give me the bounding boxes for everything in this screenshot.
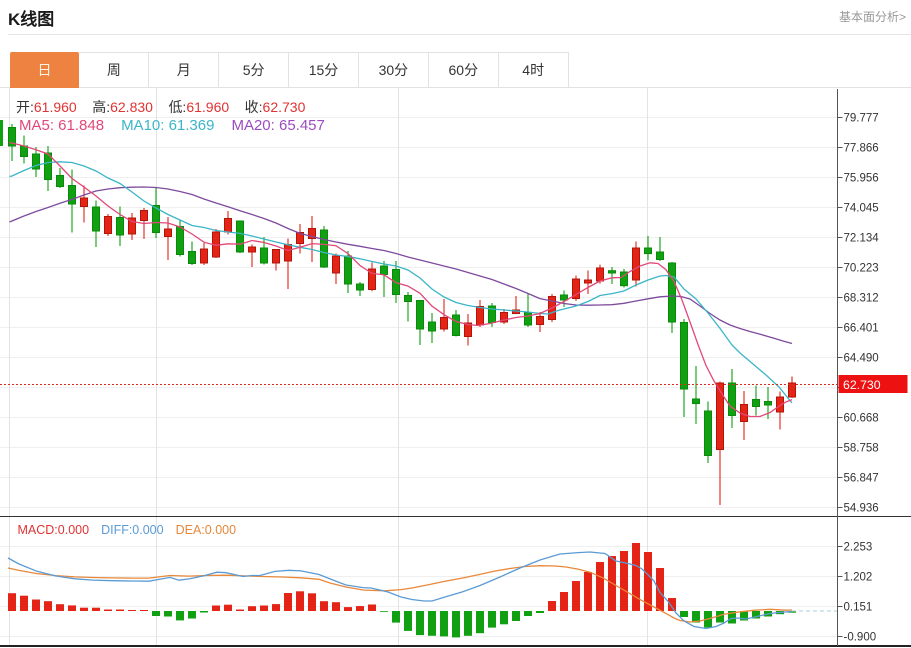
svg-text:77.866: 77.866: [844, 143, 879, 155]
svg-text:1.202: 1.202: [844, 572, 873, 584]
svg-text:-0.900: -0.900: [844, 632, 877, 644]
svg-text:62.730: 62.730: [843, 378, 881, 392]
svg-text:2.253: 2.253: [844, 542, 873, 554]
svg-text:58.758: 58.758: [844, 443, 879, 455]
svg-text:56.847: 56.847: [844, 473, 879, 485]
svg-text:70.223: 70.223: [844, 263, 879, 275]
svg-text:0.151: 0.151: [844, 602, 873, 614]
svg-text:74.045: 74.045: [844, 203, 879, 215]
svg-text:79.777: 79.777: [844, 113, 879, 125]
svg-text:68.312: 68.312: [844, 293, 879, 305]
svg-text:64.490: 64.490: [844, 353, 879, 365]
svg-text:72.134: 72.134: [844, 233, 880, 245]
svg-text:75.956: 75.956: [844, 173, 879, 185]
svg-text:60.668: 60.668: [844, 413, 879, 425]
svg-text:54.936: 54.936: [844, 503, 879, 515]
svg-text:66.401: 66.401: [844, 323, 879, 335]
